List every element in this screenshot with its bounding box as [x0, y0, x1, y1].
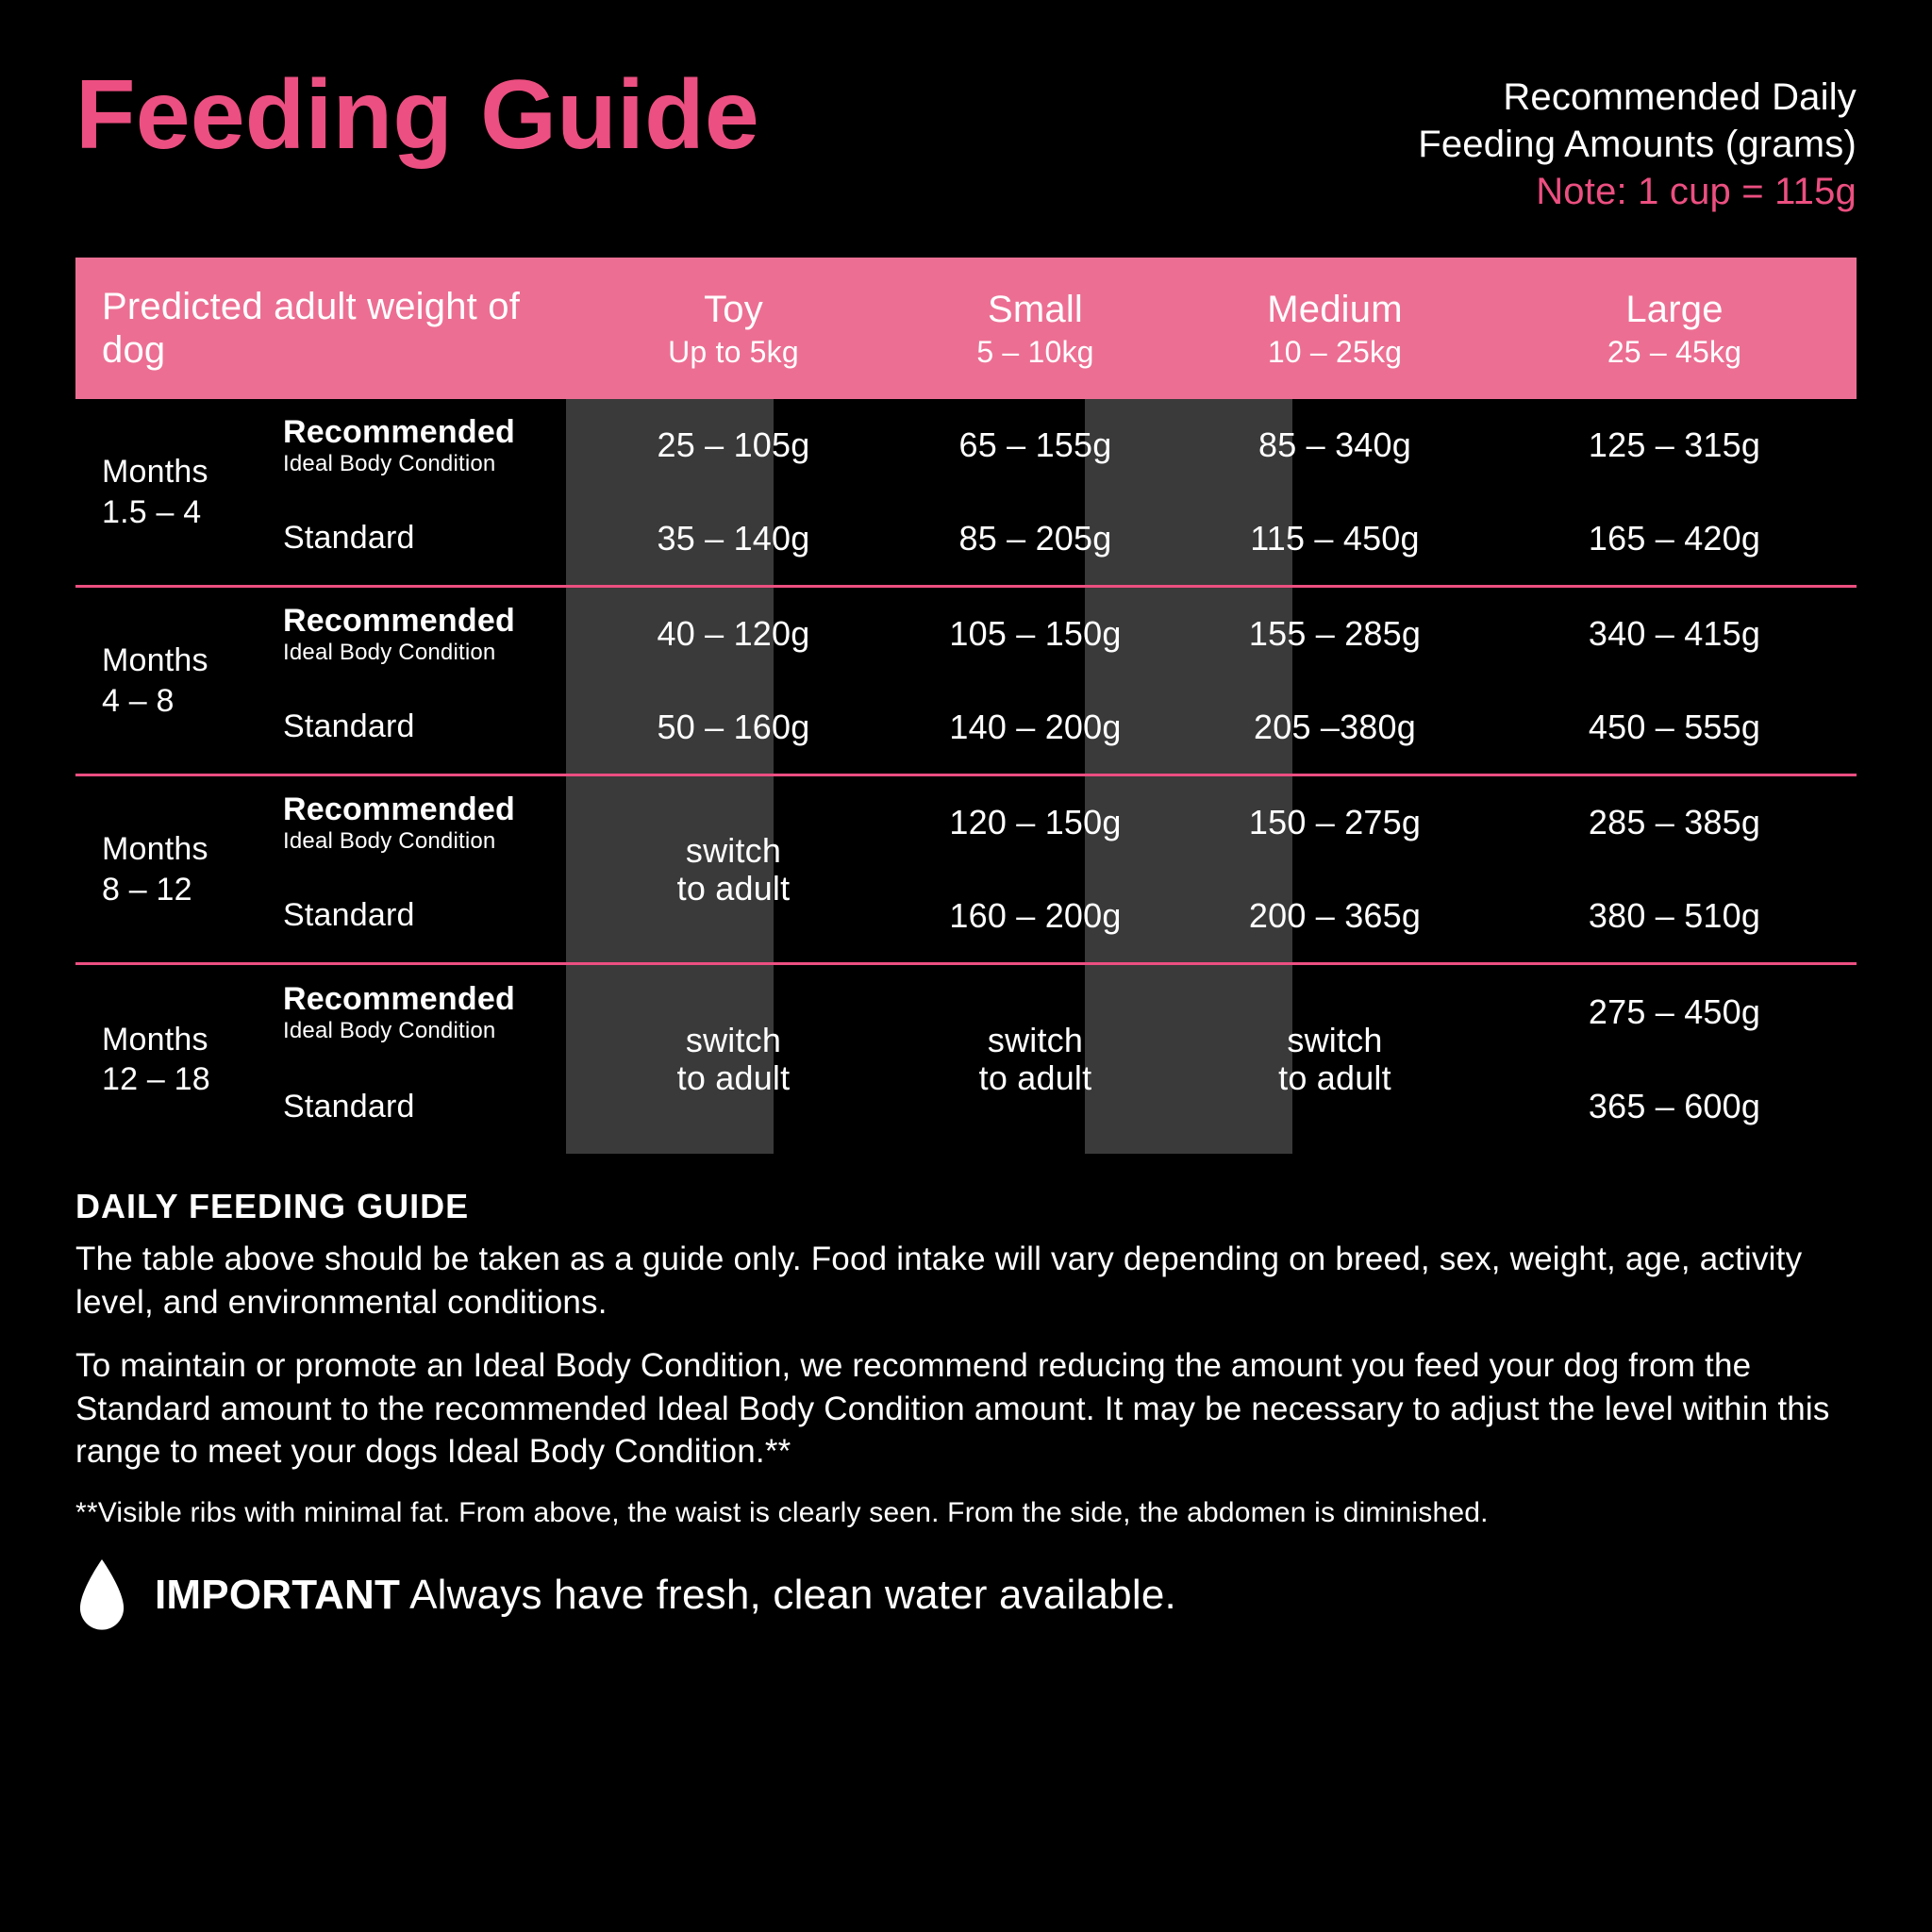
age-label: Months8 – 12: [75, 776, 283, 962]
table-cell: 85 – 340g115 – 450g: [1170, 399, 1500, 585]
important-note: IMPORTANT Always have fresh, clean water…: [75, 1559, 1857, 1631]
subtitle-line2: Feeding Amounts (grams): [1418, 124, 1857, 165]
col-medium: Medium 10 – 25kg: [1170, 271, 1500, 387]
table-cell: 65 – 155g85 – 205g: [901, 399, 1170, 585]
age-block: Months8 – 12RecommendedIdeal Body Condit…: [75, 776, 1857, 965]
table-cell: 150 – 275g200 – 365g: [1170, 776, 1500, 962]
value-cells: 25 – 105g35 – 140g65 – 155g85 – 205g85 –…: [566, 399, 1857, 585]
table-cell: switchto adult: [1170, 965, 1500, 1154]
table-cell: switchto adult: [901, 965, 1170, 1154]
guide-footnote: **Visible ribs with minimal fat. From ab…: [75, 1494, 1857, 1531]
age-label: Months4 – 8: [75, 588, 283, 774]
row-type-labels: RecommendedIdeal Body ConditionStandard: [283, 776, 566, 962]
col-large: Large 25 – 45kg: [1500, 271, 1849, 387]
table-body: Months1.5 – 4RecommendedIdeal Body Condi…: [75, 399, 1857, 1154]
subtitle: Recommended Daily Feeding Amounts (grams…: [1418, 66, 1857, 215]
age-block: Months12 – 18RecommendedIdeal Body Condi…: [75, 965, 1857, 1154]
age-label: Months12 – 18: [75, 965, 283, 1154]
important-text: IMPORTANT Always have fresh, clean water…: [155, 1572, 1176, 1619]
table-cell: 285 – 385g380 – 510g: [1500, 776, 1849, 962]
row-header-title: Predicted adult weight of dog: [75, 268, 566, 389]
age-label: Months1.5 – 4: [75, 399, 283, 585]
table-cell: 25 – 105g35 – 140g: [566, 399, 901, 585]
age-block: Months1.5 – 4RecommendedIdeal Body Condi…: [75, 399, 1857, 588]
subtitle-line1: Recommended Daily: [1503, 76, 1857, 118]
row-type-labels: RecommendedIdeal Body ConditionStandard: [283, 965, 566, 1154]
guide-paragraph: To maintain or promote an Ideal Body Con…: [75, 1344, 1857, 1474]
row-type-labels: RecommendedIdeal Body ConditionStandard: [283, 399, 566, 585]
table-cell: 275 – 450g365 – 600g: [1500, 965, 1849, 1154]
value-cells: switchto adult120 – 150g160 – 200g150 – …: [566, 776, 1857, 962]
col-small: Small 5 – 10kg: [901, 271, 1170, 387]
water-drop-icon: [75, 1559, 128, 1631]
table-cell: switchto adult: [566, 776, 901, 962]
page-title: Feeding Guide: [75, 66, 759, 164]
feeding-table: Predicted adult weight of dog Toy Up to …: [75, 258, 1857, 1154]
col-toy: Toy Up to 5kg: [566, 271, 901, 387]
guide-section: DAILY FEEDING GUIDE The table above shou…: [75, 1187, 1857, 1531]
table-header-row: Predicted adult weight of dog Toy Up to …: [75, 258, 1857, 399]
table-cell: 40 – 120g50 – 160g: [566, 588, 901, 774]
table-cell: 125 – 315g165 – 420g: [1500, 399, 1849, 585]
guide-paragraph: The table above should be taken as a gui…: [75, 1238, 1857, 1324]
value-cells: 40 – 120g50 – 160g105 – 150g140 – 200g15…: [566, 588, 1857, 774]
table-cell: switchto adult: [566, 965, 901, 1154]
value-cells: switchto adultswitchto adultswitchto adu…: [566, 965, 1857, 1154]
table-cell: 155 – 285g205 –380g: [1170, 588, 1500, 774]
age-block: Months4 – 8RecommendedIdeal Body Conditi…: [75, 588, 1857, 776]
guide-heading: DAILY FEEDING GUIDE: [75, 1187, 1857, 1226]
header: Feeding Guide Recommended Daily Feeding …: [75, 66, 1857, 215]
table-cell: 340 – 415g450 – 555g: [1500, 588, 1849, 774]
subtitle-note: Note: 1 cup = 115g: [1536, 171, 1857, 212]
table-cell: 105 – 150g140 – 200g: [901, 588, 1170, 774]
row-type-labels: RecommendedIdeal Body ConditionStandard: [283, 588, 566, 774]
table-cell: 120 – 150g160 – 200g: [901, 776, 1170, 962]
